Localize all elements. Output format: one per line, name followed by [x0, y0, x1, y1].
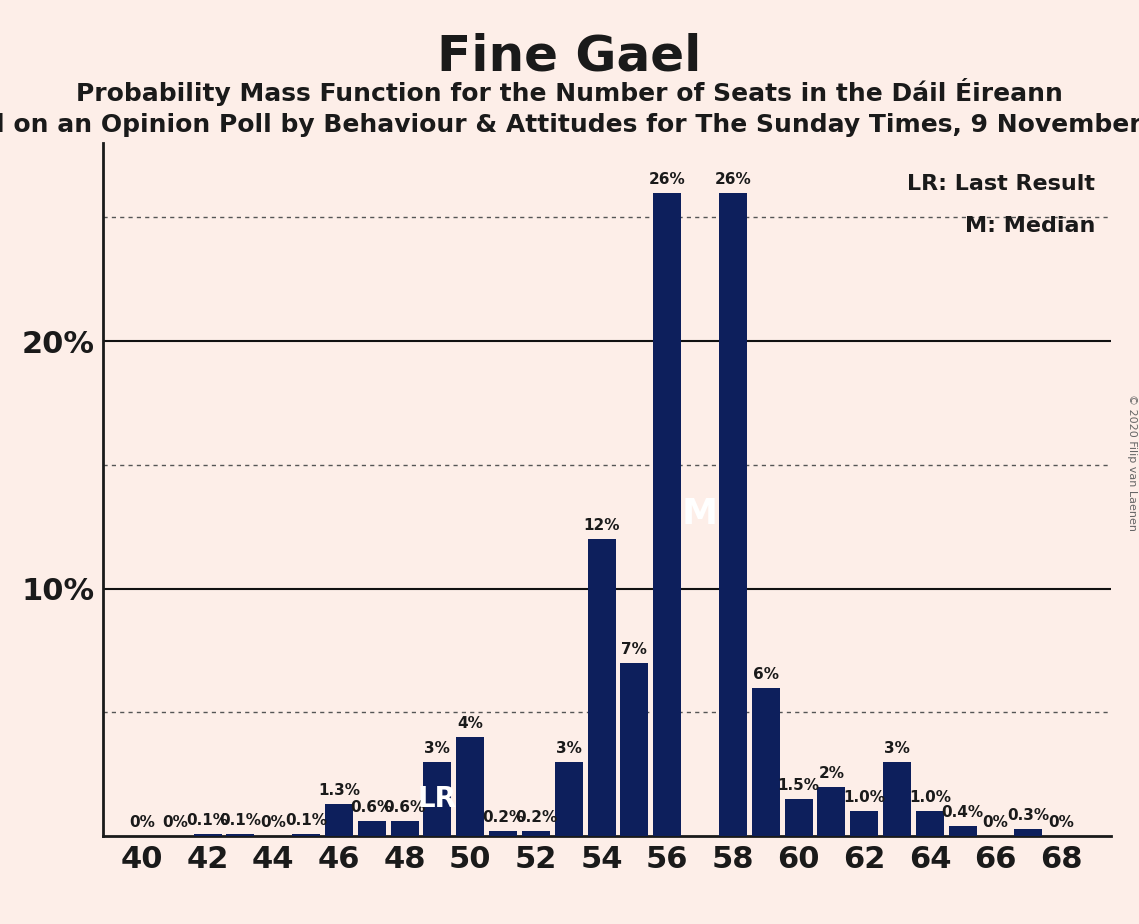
Text: 0.2%: 0.2%: [482, 810, 524, 825]
Text: 0.1%: 0.1%: [285, 812, 327, 828]
Text: 6%: 6%: [753, 666, 779, 682]
Bar: [1015, 829, 1042, 836]
Text: 2%: 2%: [819, 765, 844, 781]
Bar: [752, 687, 780, 836]
Bar: [883, 762, 911, 836]
Bar: [325, 804, 353, 836]
Text: 3%: 3%: [556, 741, 582, 756]
Bar: [588, 540, 615, 836]
Text: 0.1%: 0.1%: [220, 812, 262, 828]
Text: Probability Mass Function for the Number of Seats in the Dáil Éireann: Probability Mass Function for the Number…: [76, 78, 1063, 105]
Bar: [457, 737, 484, 836]
Text: 0.6%: 0.6%: [351, 800, 393, 815]
Text: 1.5%: 1.5%: [778, 778, 820, 793]
Text: LR: Last Result: LR: Last Result: [908, 175, 1096, 194]
Text: 0%: 0%: [261, 815, 286, 830]
Text: 0%: 0%: [162, 815, 188, 830]
Text: 12%: 12%: [583, 518, 620, 533]
Bar: [785, 799, 812, 836]
Bar: [621, 663, 648, 836]
Bar: [916, 811, 944, 836]
Text: M: M: [682, 497, 718, 531]
Bar: [424, 762, 451, 836]
Text: M: Median: M: Median: [965, 216, 1096, 236]
Bar: [719, 193, 747, 836]
Text: 0.3%: 0.3%: [1007, 808, 1049, 822]
Bar: [292, 833, 320, 836]
Text: 0.6%: 0.6%: [384, 800, 426, 815]
Bar: [194, 833, 221, 836]
Bar: [555, 762, 583, 836]
Text: LR: LR: [418, 785, 457, 813]
Text: 0.4%: 0.4%: [942, 805, 984, 821]
Text: © 2020 Filip van Laenen: © 2020 Filip van Laenen: [1126, 394, 1137, 530]
Text: 0%: 0%: [129, 815, 155, 830]
Text: 1.0%: 1.0%: [843, 790, 885, 806]
Bar: [391, 821, 418, 836]
Text: 0.1%: 0.1%: [187, 812, 229, 828]
Text: 0%: 0%: [983, 815, 1008, 830]
Bar: [818, 786, 845, 836]
Text: 1.0%: 1.0%: [909, 790, 951, 806]
Bar: [358, 821, 386, 836]
Text: 4%: 4%: [458, 716, 483, 731]
Text: Based on an Opinion Poll by Behaviour & Attitudes for The Sunday Times, 9 Novemb: Based on an Opinion Poll by Behaviour & …: [0, 113, 1139, 137]
Bar: [851, 811, 878, 836]
Bar: [522, 832, 550, 836]
Text: Fine Gael: Fine Gael: [437, 32, 702, 80]
Text: 7%: 7%: [622, 642, 647, 657]
Text: 26%: 26%: [714, 172, 752, 187]
Text: 3%: 3%: [425, 741, 450, 756]
Bar: [227, 833, 254, 836]
Bar: [654, 193, 681, 836]
Text: 26%: 26%: [649, 172, 686, 187]
Bar: [949, 826, 977, 836]
Text: 0.2%: 0.2%: [515, 810, 557, 825]
Text: 3%: 3%: [884, 741, 910, 756]
Bar: [489, 832, 517, 836]
Text: 0%: 0%: [1048, 815, 1074, 830]
Text: 1.3%: 1.3%: [318, 783, 360, 797]
